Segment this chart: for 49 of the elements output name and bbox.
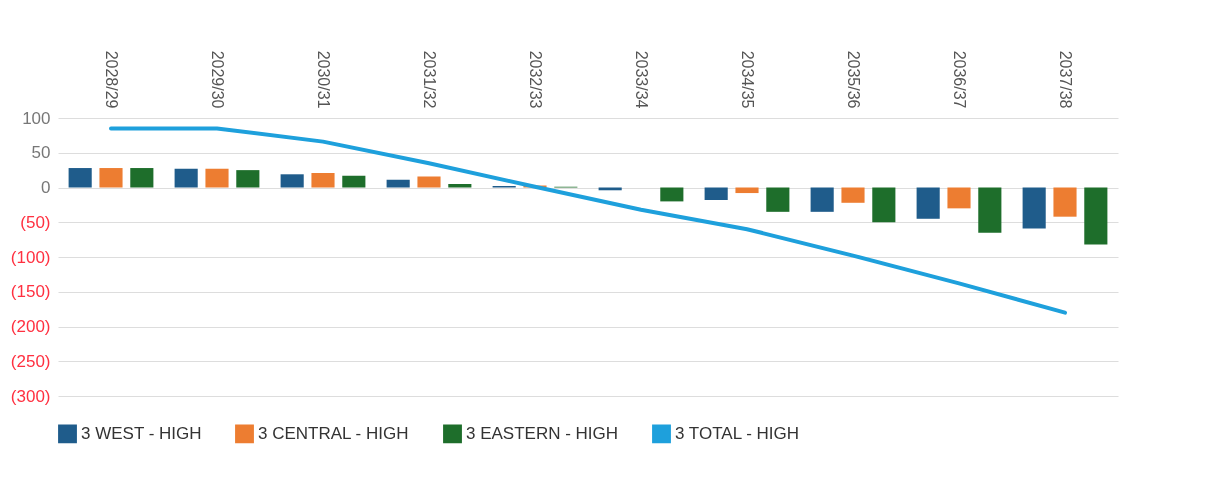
- x-tick-label: 2033/34: [633, 50, 650, 109]
- bar: [704, 187, 728, 201]
- legend-label: 3 WEST - HIGH: [81, 423, 202, 443]
- bar: [205, 168, 229, 188]
- bar: [1053, 187, 1077, 217]
- y-tick-label: (300): [10, 386, 51, 406]
- y-tick-label: 50: [31, 143, 51, 163]
- bar: [841, 187, 865, 203]
- y-tick-label: 0: [41, 178, 51, 197]
- bar: [1084, 187, 1108, 245]
- bar: [978, 187, 1002, 233]
- x-tick-label: 2031/32: [421, 50, 438, 109]
- bar: [417, 176, 441, 188]
- bar: [735, 187, 759, 194]
- bar: [766, 187, 790, 212]
- x-tick-label: 2036/37: [951, 50, 968, 109]
- y-tick-label: (250): [10, 351, 51, 371]
- bar: [810, 187, 834, 212]
- x-tick-label: 2037/38: [1057, 50, 1074, 109]
- bar: [68, 168, 92, 188]
- x-tick-label: 2032/33: [527, 50, 544, 109]
- x-tick-label: 2029/30: [209, 50, 226, 109]
- bar: [660, 187, 684, 202]
- legend-label: 3 TOTAL - HIGH: [675, 423, 800, 443]
- x-tick-label: 2030/31: [315, 50, 332, 109]
- bar: [916, 187, 940, 219]
- bar: [872, 187, 896, 223]
- bar: [386, 179, 410, 188]
- bar: [342, 175, 366, 188]
- line-series: [109, 126, 1067, 315]
- bar: [947, 187, 971, 209]
- bar: [448, 184, 472, 188]
- y-tick-label: (150): [10, 282, 51, 302]
- legend-label: 3 CENTRAL - HIGH: [258, 423, 409, 443]
- bar: [280, 174, 304, 188]
- bar: [99, 168, 123, 188]
- bar: [174, 168, 198, 188]
- y-tick-label: (100): [10, 247, 51, 267]
- x-tick-label: 2034/35: [739, 50, 756, 109]
- bar: [236, 170, 260, 188]
- x-tick-label: 2028/29: [103, 50, 120, 109]
- bar: [130, 168, 154, 188]
- y-tick-label: 100: [22, 108, 51, 128]
- bar: [1022, 187, 1046, 229]
- bar: [311, 172, 335, 188]
- legend-label: 3 EASTERN - HIGH: [466, 423, 619, 443]
- x-tick-label: 2035/36: [845, 50, 862, 109]
- y-tick-label: (50): [20, 212, 51, 232]
- y-tick-label: (200): [10, 317, 51, 336]
